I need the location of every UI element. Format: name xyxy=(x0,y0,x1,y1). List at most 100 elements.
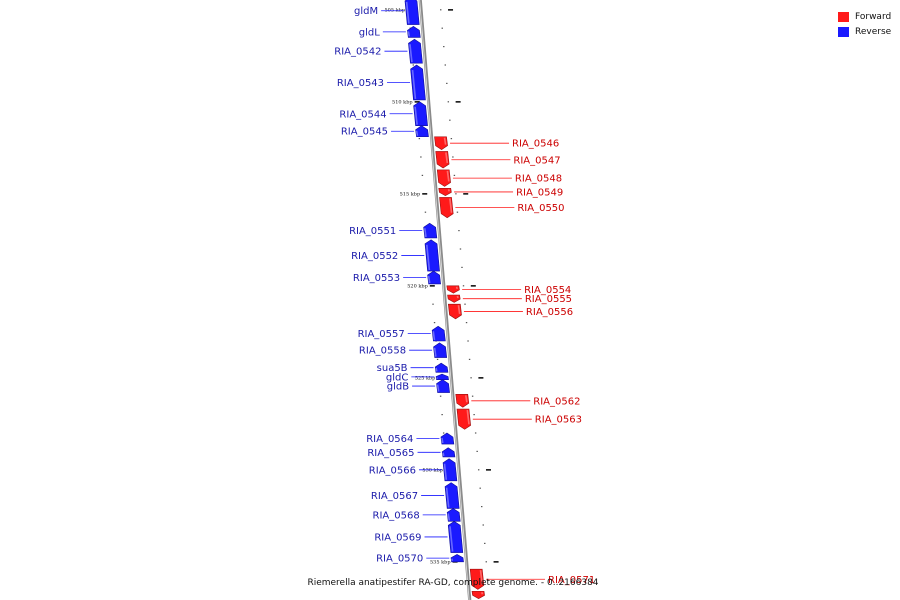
gene-feature[interactable] xyxy=(442,458,458,482)
gene-label[interactable]: RIA_0547 xyxy=(513,155,560,166)
gene-label[interactable]: gldC xyxy=(386,372,408,383)
reverse-gene-arrow[interactable] xyxy=(404,0,420,25)
gene-feature[interactable] xyxy=(436,169,451,187)
forward-gene-arrow[interactable] xyxy=(469,568,485,590)
forward-gene-arrow[interactable] xyxy=(438,187,452,196)
reverse-gene-arrow[interactable] xyxy=(441,447,456,458)
gene-label[interactable]: RIA_0554 xyxy=(524,285,571,296)
gene-shading xyxy=(407,31,411,37)
gene-label[interactable]: sua5B xyxy=(377,363,408,374)
reverse-gene-arrow[interactable] xyxy=(410,64,426,101)
reverse-gene-arrow[interactable] xyxy=(407,25,421,38)
gene-label[interactable]: RIA_0558 xyxy=(359,346,406,357)
gene-label[interactable]: RIA_0546 xyxy=(512,139,559,150)
gene-feature[interactable] xyxy=(450,554,464,563)
gene-feature[interactable] xyxy=(424,239,440,272)
gene-label[interactable]: RIA_0555 xyxy=(525,294,572,305)
gene-label[interactable]: RIA_0551 xyxy=(349,226,396,237)
gene-feature[interactable] xyxy=(441,447,456,458)
gene-feature[interactable] xyxy=(438,187,452,196)
gene-label[interactable]: RIA_0545 xyxy=(341,127,388,138)
gene-feature[interactable] xyxy=(408,38,423,64)
forward-gene-arrow[interactable] xyxy=(447,303,462,320)
gene-feature[interactable] xyxy=(434,136,448,151)
gene-feature[interactable] xyxy=(407,25,421,38)
gene-feature[interactable] xyxy=(456,408,471,430)
gene-label[interactable]: RIA_0569 xyxy=(374,532,421,543)
gene-feature[interactable] xyxy=(447,294,461,303)
reverse-gene-arrow[interactable] xyxy=(442,458,458,482)
gene-feature[interactable] xyxy=(431,325,446,342)
gene-label[interactable]: RIA_0563 xyxy=(535,415,582,426)
major-tick-right xyxy=(463,193,469,195)
gene-label[interactable]: RIA_0557 xyxy=(358,329,405,340)
gene-feature[interactable] xyxy=(423,222,438,239)
forward-gene-arrow[interactable] xyxy=(456,408,471,430)
gene-feature[interactable] xyxy=(435,373,449,380)
gene-feature[interactable] xyxy=(447,520,464,553)
forward-gene-arrow[interactable] xyxy=(434,136,448,151)
gene-feature[interactable] xyxy=(446,508,461,522)
gene-feature[interactable] xyxy=(427,270,441,285)
gene-label[interactable]: RIA_0565 xyxy=(367,448,414,459)
gene-label[interactable]: RIA_0568 xyxy=(373,510,420,521)
gene-label[interactable]: RIA_0570 xyxy=(376,554,423,565)
forward-gene-arrow[interactable] xyxy=(446,285,460,294)
gene-label[interactable]: gldM xyxy=(354,6,378,17)
gene-feature[interactable] xyxy=(447,303,462,320)
gene-label[interactable]: RIA_0571 xyxy=(548,575,595,586)
gene-feature[interactable] xyxy=(433,342,448,358)
forward-gene-arrow[interactable] xyxy=(439,197,454,219)
forward-gene-arrow[interactable] xyxy=(447,294,461,303)
reverse-gene-arrow[interactable] xyxy=(423,222,438,239)
gene-label[interactable]: RIA_0553 xyxy=(353,273,400,284)
reverse-gene-arrow[interactable] xyxy=(433,342,448,358)
forward-gene-arrow[interactable] xyxy=(471,590,485,599)
reverse-gene-arrow[interactable] xyxy=(415,125,429,138)
gene-feature[interactable] xyxy=(410,64,426,101)
gene-feature[interactable] xyxy=(471,590,485,599)
minor-tick-right xyxy=(462,285,465,287)
gene-label[interactable]: RIA_0548 xyxy=(515,174,562,185)
gene-label[interactable]: RIA_0562 xyxy=(533,396,580,407)
gene-label[interactable]: RIA_0543 xyxy=(337,78,384,89)
reverse-gene-arrow[interactable] xyxy=(447,520,464,553)
gene-label[interactable]: RIA_0567 xyxy=(371,491,418,502)
gene-feature[interactable] xyxy=(446,285,460,294)
gene-label[interactable]: gldL xyxy=(359,27,380,38)
gene-label[interactable]: RIA_0549 xyxy=(516,187,563,198)
gene-label[interactable]: RIA_0544 xyxy=(339,109,386,120)
minor-tick-left xyxy=(424,211,427,213)
gene-feature[interactable] xyxy=(469,568,485,590)
reverse-gene-arrow[interactable] xyxy=(434,362,449,373)
gene-feature[interactable] xyxy=(434,362,449,373)
gene-feature[interactable] xyxy=(436,379,450,393)
gene-label[interactable]: RIA_0566 xyxy=(369,465,416,476)
gene-feature[interactable] xyxy=(413,101,428,127)
gene-feature[interactable] xyxy=(439,197,454,219)
gene-label[interactable]: RIA_0552 xyxy=(351,251,398,262)
gene-feature[interactable] xyxy=(440,432,455,445)
reverse-gene-arrow[interactable] xyxy=(427,270,441,285)
reverse-gene-arrow[interactable] xyxy=(435,373,449,380)
reverse-gene-arrow[interactable] xyxy=(440,432,455,445)
gene-feature[interactable] xyxy=(435,151,450,169)
reverse-gene-arrow[interactable] xyxy=(431,325,446,342)
forward-gene-arrow[interactable] xyxy=(455,394,470,408)
reverse-gene-arrow[interactable] xyxy=(436,379,450,393)
gene-feature[interactable] xyxy=(415,125,429,138)
gene-feature[interactable] xyxy=(444,482,460,509)
gene-feature[interactable] xyxy=(404,0,420,25)
gene-label[interactable]: gldB xyxy=(387,382,409,393)
gene-label[interactable]: RIA_0550 xyxy=(517,203,564,214)
reverse-gene-arrow[interactable] xyxy=(408,38,423,64)
minor-tick-left xyxy=(412,64,414,66)
gene-shading xyxy=(442,452,445,457)
gene-label[interactable]: RIA_0542 xyxy=(334,47,381,58)
gene-label[interactable]: RIA_0564 xyxy=(366,434,413,445)
forward-gene-arrow[interactable] xyxy=(435,151,450,169)
gene-feature[interactable] xyxy=(455,394,470,408)
reverse-gene-arrow[interactable] xyxy=(450,554,464,563)
gene-label[interactable]: RIA_0556 xyxy=(526,307,573,318)
forward-gene-arrow[interactable] xyxy=(436,169,451,187)
